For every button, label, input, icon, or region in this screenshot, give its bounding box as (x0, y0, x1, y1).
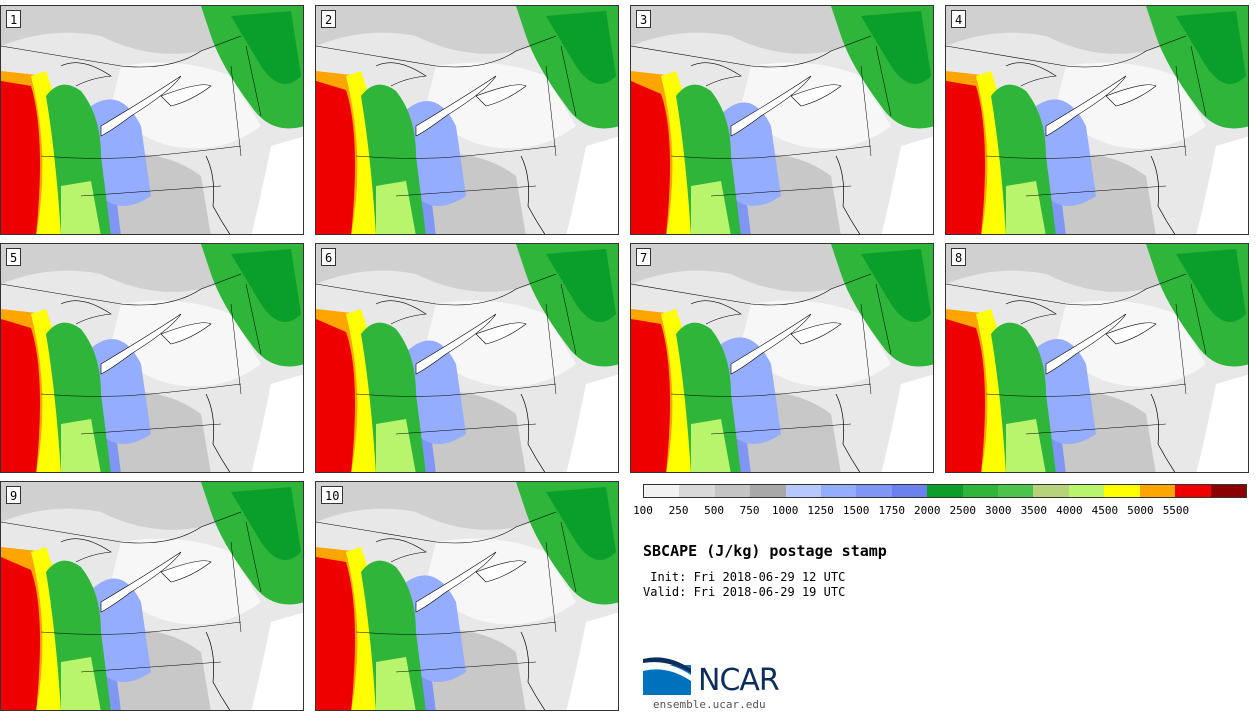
sbcape-map (1, 6, 303, 234)
colorbar-segment (785, 485, 822, 497)
sbcape-map (946, 6, 1248, 234)
panel-number-label: 9 (6, 486, 22, 504)
map-panel-9: 9 (0, 481, 304, 711)
panel-number-label: 3 (636, 10, 652, 28)
panel-number-label: 7 (636, 248, 652, 266)
colorbar-tick-label: 4500 (1091, 504, 1119, 517)
colorbar-segment (1175, 485, 1211, 497)
map-panel-6: 6 (315, 243, 619, 473)
sbcape-map (946, 244, 1248, 472)
panel-number-label: 5 (6, 248, 22, 266)
colorbar-segment (1104, 485, 1140, 497)
colorbar-tick-label: 1000 (771, 504, 799, 517)
colorbar-tick-label: 250 (668, 504, 689, 517)
map-panel-1: 1 (0, 5, 304, 235)
panel-number-label: 1 (6, 10, 22, 28)
colorbar-tick-label: 500 (704, 504, 724, 517)
colorbar (643, 484, 1247, 498)
panel-number-label: 8 (951, 248, 967, 266)
colorbar-tick-label: 750 (739, 504, 760, 517)
map-panel-2: 2 (315, 5, 619, 235)
sbcape-map (316, 482, 618, 710)
colorbar-segment (927, 485, 963, 497)
sbcape-map (316, 244, 618, 472)
map-panel-8: 8 (945, 243, 1249, 473)
colorbar-tick-label: 100 (633, 504, 653, 517)
valid-time: Valid: Fri 2018-06-29 19 UTC (643, 585, 846, 599)
colorbar-tick-label: 2000 (913, 504, 941, 517)
colorbar-tick-label: 1750 (878, 504, 905, 517)
colorbar-segment (1033, 485, 1069, 497)
map-panel-7: 7 (630, 243, 934, 473)
colorbar-segment (1139, 485, 1176, 497)
colorbar-segment (998, 485, 1034, 497)
colorbar-segment (891, 485, 928, 497)
panel-number-label: 10 (321, 486, 344, 504)
colorbar-segment (821, 485, 857, 497)
sbcape-map (316, 6, 618, 234)
map-panel-5: 5 (0, 243, 304, 473)
ncar-logo-text: NCAR (698, 663, 780, 698)
colorbar-segment (1210, 485, 1246, 497)
colorbar-segment (644, 485, 680, 497)
colorbar-segment (714, 485, 751, 497)
colorbar-tick-label: 5000 (1127, 504, 1154, 517)
sbcape-map (1, 482, 303, 710)
map-panel-3: 3 (630, 5, 934, 235)
init-time: Init: Fri 2018-06-29 12 UTC (643, 570, 846, 584)
sbcape-map (631, 6, 933, 234)
colorbar-segment (750, 485, 786, 497)
sbcape-map (631, 244, 933, 472)
colorbar-tick-label: 4000 (1056, 504, 1083, 517)
colorbar-segment (856, 485, 892, 497)
colorbar-segment (679, 485, 715, 497)
panel-number-label: 6 (321, 248, 337, 266)
chart-title: SBCAPE (J/kg) postage stamp (643, 542, 887, 560)
colorbar-tick-label: 1250 (807, 504, 834, 517)
website-url: ensemble.ucar.edu (653, 698, 766, 711)
colorbar-segment (962, 485, 999, 497)
colorbar-tick-label: 1500 (842, 504, 870, 517)
sbcape-map (1, 244, 303, 472)
ncar-logo-icon (643, 657, 691, 695)
panel-number-label: 4 (951, 10, 967, 28)
panel-number-label: 2 (321, 10, 337, 28)
colorbar-tick-label: 3500 (1020, 504, 1048, 517)
colorbar-tick-label: 5500 (1162, 504, 1190, 517)
map-panel-4: 4 (945, 5, 1249, 235)
map-panel-10: 10 (315, 481, 619, 711)
colorbar-segment (1068, 485, 1105, 497)
colorbar-ticks: 100 250 500 750 1000 1250 1500 1750 2000 2500 3000… (633, 504, 1247, 518)
colorbar-tick-label: 2500 (949, 504, 977, 517)
colorbar-tick-label: 3000 (985, 504, 1012, 517)
